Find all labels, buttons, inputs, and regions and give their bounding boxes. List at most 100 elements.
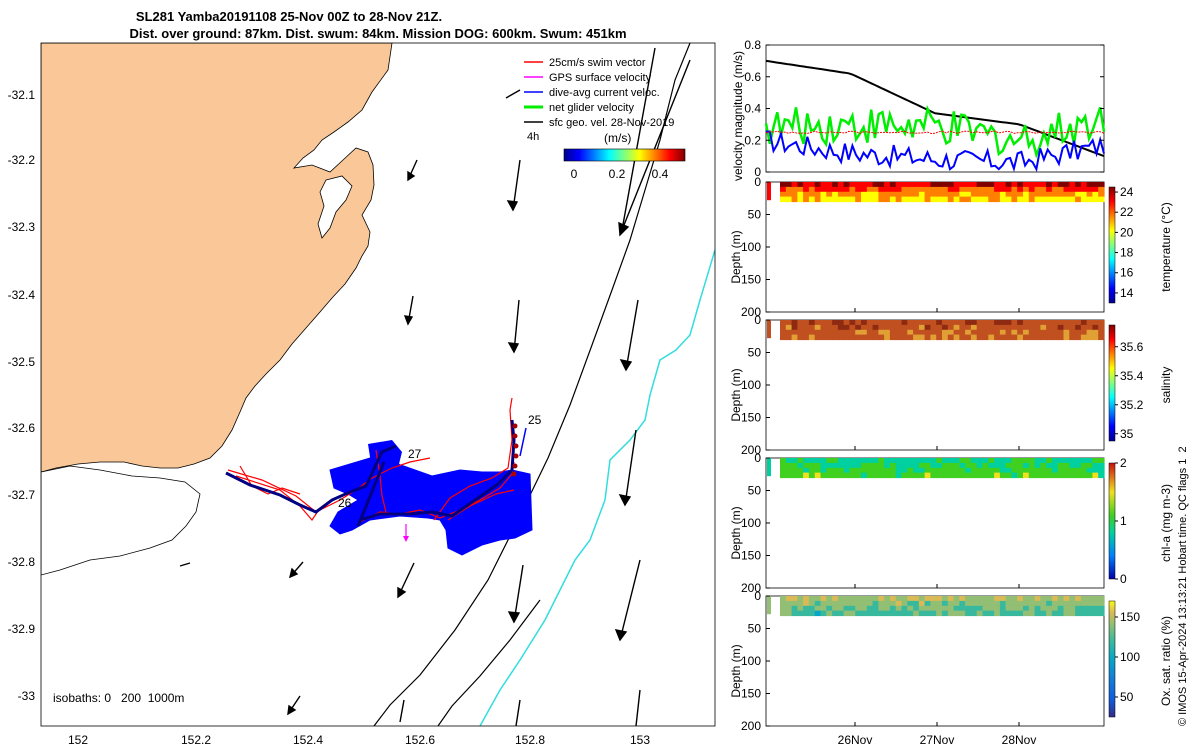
section-cell (889, 334, 897, 341)
section-cell (1092, 472, 1099, 479)
section-cell (907, 186, 914, 193)
section-cell (1023, 329, 1030, 336)
section-cell (1005, 191, 1012, 198)
section-cell (936, 462, 943, 469)
section-cell (1028, 191, 1036, 198)
section-cell (791, 324, 798, 331)
section-cell (1063, 462, 1070, 469)
section-cell (832, 191, 839, 198)
section-cell (849, 324, 856, 331)
section-cell (855, 191, 862, 198)
section-cell (1028, 600, 1036, 607)
section-cell (1051, 596, 1059, 602)
section-cell (797, 334, 804, 341)
section-depth-tick: 100 (741, 240, 761, 254)
section-cell (1028, 329, 1036, 336)
section-cell (1080, 462, 1088, 469)
velocity-series-line (765, 129, 1105, 173)
section-cell (808, 191, 816, 198)
section-cell (947, 182, 955, 188)
section-cell (924, 320, 931, 326)
section-cell (791, 191, 798, 198)
section-cell (1034, 324, 1041, 331)
section-cell (814, 605, 822, 612)
section-cell (843, 600, 850, 607)
section-cell (837, 467, 845, 474)
section-cell (970, 600, 978, 607)
section-cell (1063, 191, 1070, 198)
section-cell (970, 462, 978, 469)
section-cell (797, 462, 804, 469)
section-data (767, 458, 1105, 479)
section-cell (1063, 320, 1070, 326)
section-cell (1046, 196, 1053, 203)
section-cell (1017, 329, 1024, 336)
section-cell (1046, 472, 1053, 479)
section-cell (861, 186, 868, 193)
section-cell (837, 186, 845, 193)
section-cell (814, 462, 822, 469)
section-cell (814, 467, 822, 474)
section-cell (918, 191, 926, 198)
section-cell (1086, 191, 1093, 198)
section-cell (901, 458, 908, 464)
section-cell (930, 596, 937, 602)
section-cell (1011, 472, 1018, 479)
section-cell (901, 320, 908, 326)
section-cell (976, 320, 984, 326)
section-cell (785, 596, 793, 602)
section-cell (936, 186, 943, 193)
section-cell (878, 334, 885, 341)
section-cell (907, 462, 914, 469)
section-cell (832, 596, 839, 602)
section-cell (1092, 329, 1099, 336)
section-cell (855, 186, 862, 193)
section-cell (1046, 596, 1053, 602)
section-cell (1098, 596, 1105, 602)
section-cell (965, 182, 972, 188)
section-cell (959, 334, 966, 341)
section-cell (1098, 458, 1105, 464)
section-cell (1011, 467, 1018, 474)
section-cell (872, 596, 879, 602)
section-cell (918, 324, 926, 331)
section-cell (1075, 610, 1082, 617)
section-cell (988, 610, 995, 617)
map-y-tick: -32.7 (8, 488, 36, 502)
section-cell (947, 186, 955, 193)
section-cell (785, 472, 793, 479)
section-cell (803, 324, 810, 331)
section-cell (959, 458, 966, 464)
section-cell (884, 610, 891, 617)
section-cell (982, 334, 989, 341)
section-cell (924, 182, 931, 188)
section-cell (832, 472, 839, 479)
section-cell (837, 596, 845, 602)
section-cell (1034, 334, 1041, 341)
section-cell (1069, 605, 1076, 612)
section-y-label: Depth (m) (729, 368, 743, 421)
section-cell (843, 467, 850, 474)
map-y-tick: -32.4 (8, 288, 36, 302)
section-cell (947, 191, 955, 198)
track-label-27: 27 (408, 447, 422, 461)
section-cell (1069, 191, 1076, 198)
section-cell (1086, 600, 1093, 607)
section-cell (930, 191, 937, 198)
map-frame (40, 42, 716, 727)
section-cell (1017, 472, 1024, 479)
section-cell (803, 472, 810, 479)
section-cell (976, 600, 984, 607)
section-cell (878, 596, 885, 602)
section-cell (999, 324, 1007, 331)
section-cell (1092, 605, 1099, 612)
section-cell (878, 186, 885, 193)
section-cell (965, 186, 972, 193)
section-cell (982, 605, 989, 612)
section-cell (1069, 186, 1076, 193)
section-cell (1080, 458, 1088, 464)
section-cell (965, 472, 972, 479)
section-cell (936, 467, 943, 474)
section-cell (861, 191, 868, 198)
section-cell (826, 182, 833, 188)
